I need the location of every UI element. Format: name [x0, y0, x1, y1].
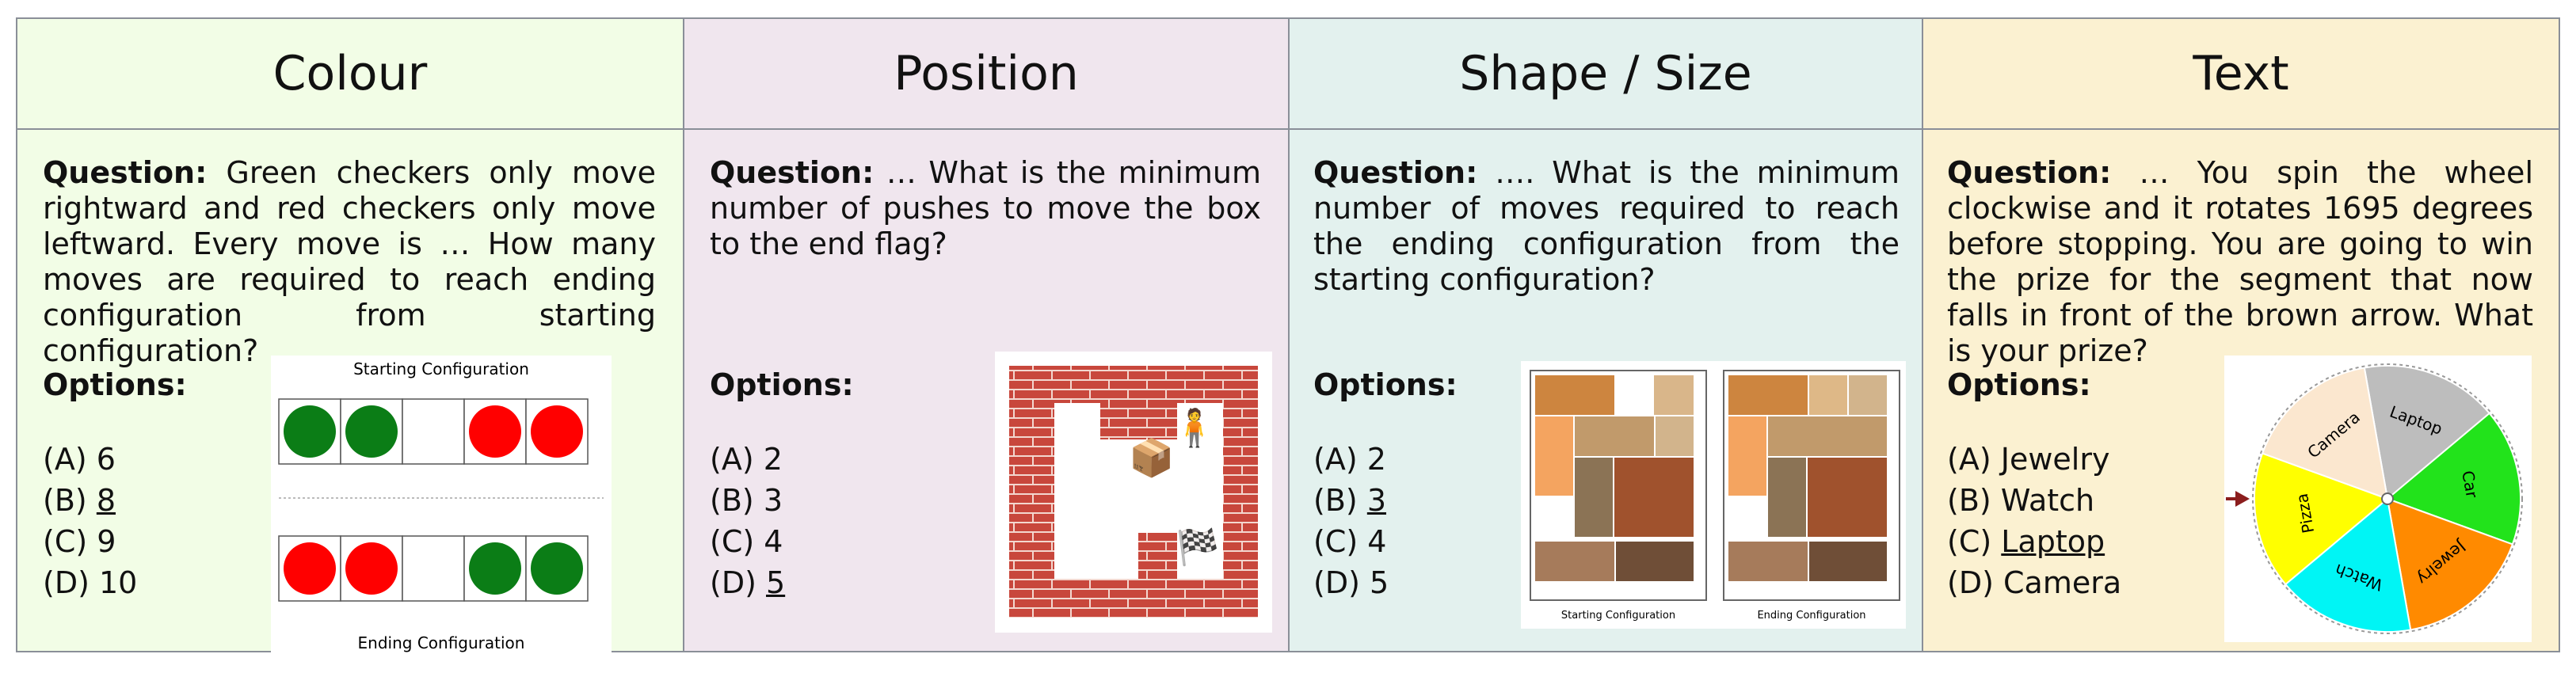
options-label: Options:: [710, 367, 854, 402]
sokoban-figure: 🧍 📦 🏁: [995, 352, 1272, 633]
options-label: Options:: [43, 367, 187, 402]
sokoban-board: 🧍 📦 🏁: [1009, 366, 1258, 618]
column-title: Colour: [17, 19, 683, 130]
green-checker: [284, 405, 336, 458]
question-label: Question:: [1313, 155, 1478, 190]
wheel-segment-watch: [2284, 497, 2412, 633]
board-cell: [402, 398, 465, 465]
question-label: Question:: [43, 155, 208, 190]
options-list: (A) 6 (B) 8 (C) 9 (D) 10: [43, 439, 137, 603]
start-board: Starting Configuration: [1530, 370, 1707, 622]
floor-bottom-left: [1054, 533, 1138, 579]
column-title: Text: [1923, 19, 2559, 130]
floor-bottom-right: [1177, 533, 1223, 579]
end-row: [278, 535, 589, 602]
start-caption: Starting Configuration: [1561, 610, 1675, 622]
column-title: Shape / Size: [1290, 19, 1922, 130]
question-text: Question: … What is the minimum number o…: [710, 155, 1261, 262]
pointer-arrow-shaft: [2226, 497, 2237, 500]
floor-middle: [1054, 439, 1223, 533]
green-checker: [345, 405, 398, 458]
blocks-diagram: Starting Configuration Ending Configurat…: [1530, 370, 1900, 622]
question-body: Green checkers only move rightward and r…: [43, 155, 656, 368]
options-list: (A) Jewelry (B) Watch (C) Laptop (D) Cam…: [1947, 439, 2121, 603]
question-body: … You spin the wheel clockwise and it ro…: [1947, 155, 2533, 368]
options-list: (A) 2 (B) 3 (C) 4 (D) 5: [710, 439, 785, 603]
column-text: Text Question: … You spin the wheel cloc…: [1923, 19, 2559, 651]
wheel-segment-pizza: [2254, 452, 2389, 586]
option-d[interactable]: (D) 5: [1313, 565, 1389, 600]
option-a[interactable]: (A) 2: [1313, 442, 1386, 477]
column-position: Position Question: … What is the minimum…: [684, 19, 1290, 651]
option-a[interactable]: (A) Jewelry: [1947, 442, 2110, 477]
option-d[interactable]: (D) 10: [43, 565, 138, 600]
option-b[interactable]: (B) 3: [710, 483, 783, 518]
wheel-segment-camera: [2261, 367, 2389, 500]
puzzle-category-table: Colour Question: Green checkers only mov…: [16, 17, 2560, 656]
red-checker: [284, 542, 336, 595]
wheel-figure: Laptop Car Jewelry Watch Pizza Camera: [2224, 356, 2532, 642]
checker-diagram: Starting Configuration Ending Configurat…: [278, 359, 604, 652]
pointer-arrow-icon: [2235, 491, 2250, 507]
option-a[interactable]: (A) 2: [710, 442, 783, 477]
end-caption: Ending Configuration: [358, 633, 525, 652]
option-b[interactable]: (B) 8: [43, 483, 116, 518]
floor-top-left: [1054, 403, 1100, 439]
end-board: Ending Configuration: [1723, 370, 1900, 622]
checker-figure: Starting Configuration Ending Configurat…: [271, 356, 612, 656]
blocks-figure: Starting Configuration Ending Configurat…: [1521, 361, 1906, 629]
start-row: [278, 398, 589, 465]
wheel-rim: [2252, 363, 2523, 634]
option-c[interactable]: (C) 4: [710, 524, 783, 559]
red-checker: [345, 542, 398, 595]
options-label: Options:: [1947, 367, 2091, 402]
question-body: …. What is the minimum number of moves r…: [1313, 155, 1900, 297]
red-checker: [469, 405, 521, 458]
wheel-segment-car: [2386, 412, 2521, 546]
green-checker: [531, 542, 583, 595]
question-body: … What is the minimum number of pushes t…: [710, 155, 1261, 261]
green-checker: [469, 542, 521, 595]
wheel-segment-jewelry: [2386, 497, 2514, 631]
column-colour: Colour Question: Green checkers only mov…: [17, 19, 684, 656]
question-text: Question: …. What is the minimum number …: [1313, 155, 1900, 298]
column-shape-size: Shape / Size Question: …. What is the mi…: [1290, 19, 1923, 651]
option-b[interactable]: (B) Watch: [1947, 483, 2095, 518]
option-d[interactable]: (D) 5: [710, 565, 786, 600]
option-c[interactable]: (C) 4: [1313, 524, 1387, 559]
question-text: Question: Green checkers only move right…: [43, 155, 656, 369]
option-d[interactable]: (D) Camera: [1947, 565, 2122, 600]
column-title: Position: [684, 19, 1288, 130]
end-caption: Ending Configuration: [1757, 610, 1865, 622]
player-icon: 🧍: [1172, 406, 1217, 449]
board-cell: [402, 535, 465, 602]
option-b[interactable]: (B) 3: [1313, 483, 1386, 518]
wheel-segment-laptop: [2363, 365, 2491, 500]
red-checker: [531, 405, 583, 458]
option-a[interactable]: (A) 6: [43, 442, 116, 477]
flag-icon: 🏁: [1176, 527, 1220, 568]
options-label: Options:: [1313, 367, 1458, 402]
wheel-hub: [2381, 492, 2394, 505]
question-label: Question:: [1947, 155, 2112, 190]
box-icon: 📦: [1129, 436, 1174, 479]
question-text: Question: … You spin the wheel clockwise…: [1947, 155, 2533, 369]
start-caption: Starting Configuration: [353, 359, 529, 378]
option-c[interactable]: (C) 9: [43, 524, 116, 559]
question-label: Question:: [710, 155, 875, 190]
options-list: (A) 2 (B) 3 (C) 4 (D) 5: [1313, 439, 1389, 603]
option-c[interactable]: (C) Laptop: [1947, 524, 2105, 559]
